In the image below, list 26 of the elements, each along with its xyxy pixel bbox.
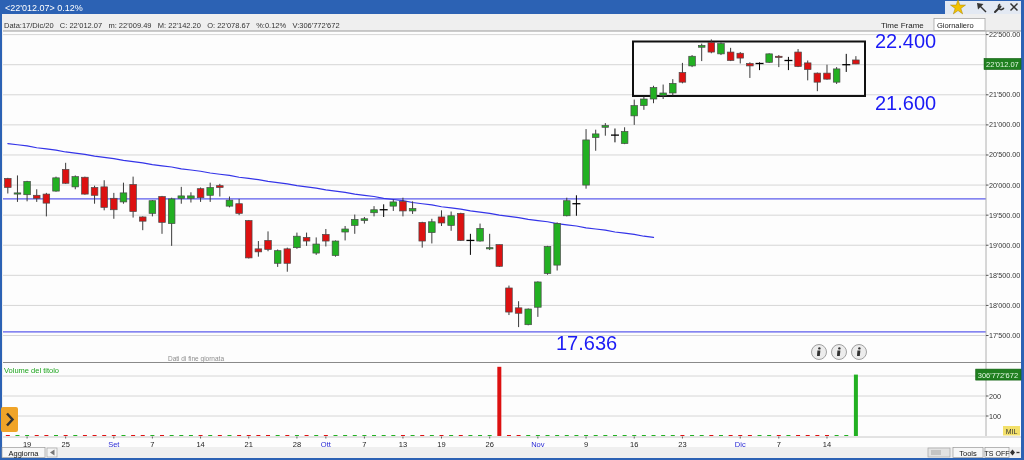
candlestick xyxy=(746,61,754,79)
candlestick xyxy=(823,64,831,81)
candlestick xyxy=(370,205,378,217)
annotation: 17.636 xyxy=(556,332,618,354)
candlestick xyxy=(341,225,349,241)
candlestick xyxy=(428,218,436,244)
candlestick xyxy=(610,127,620,143)
text: Time Frame xyxy=(881,20,925,29)
bar xyxy=(497,366,502,436)
candlestick xyxy=(418,221,426,249)
candlestick xyxy=(399,197,407,217)
annotation: 22.400 xyxy=(875,30,937,52)
candlestick xyxy=(187,191,195,204)
candlestick xyxy=(630,99,638,126)
candlestick xyxy=(813,72,821,92)
chart-title: <22'012.07> 0.12% xyxy=(5,2,83,13)
candlestick xyxy=(476,223,484,243)
annotation: 21.600 xyxy=(875,92,937,114)
candlestick xyxy=(13,174,22,203)
candlestick xyxy=(264,230,272,252)
candlestick xyxy=(119,182,128,205)
bar xyxy=(853,374,858,436)
candlestick xyxy=(592,129,600,152)
candlestick xyxy=(447,211,455,232)
candlestick xyxy=(804,59,812,81)
candlestick xyxy=(110,192,118,220)
